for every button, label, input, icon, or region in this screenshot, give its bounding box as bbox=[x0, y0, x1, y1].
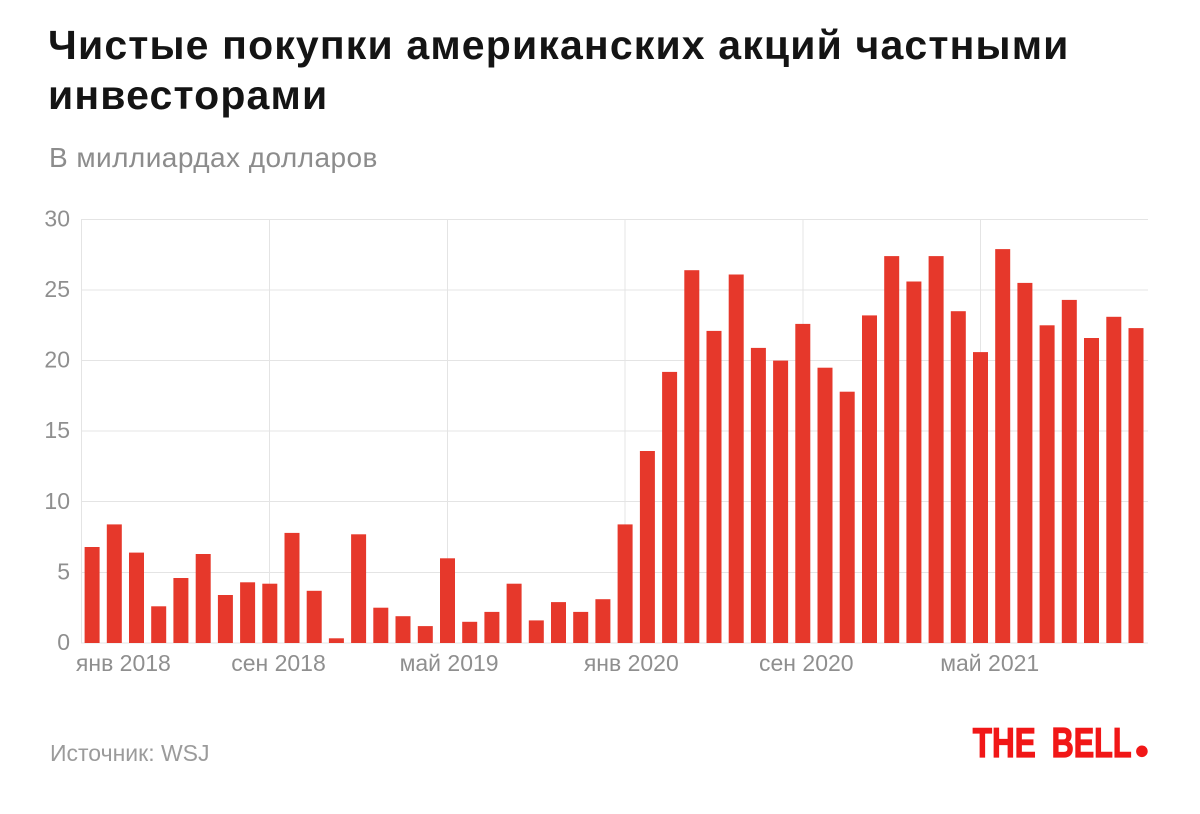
svg-text:THE: THE bbox=[973, 719, 1036, 766]
svg-text:май 2021: май 2021 bbox=[940, 650, 1039, 676]
svg-text:25: 25 bbox=[44, 276, 70, 302]
svg-text:0: 0 bbox=[57, 629, 70, 655]
svg-text:янв 2020: янв 2020 bbox=[584, 650, 679, 676]
svg-text:10: 10 bbox=[44, 488, 70, 514]
svg-text:BELL: BELL bbox=[1052, 719, 1132, 766]
svg-text:15: 15 bbox=[44, 417, 70, 443]
svg-text:сен 2020: сен 2020 bbox=[759, 650, 854, 676]
svg-text:30: 30 bbox=[44, 206, 70, 232]
svg-text:5: 5 bbox=[57, 559, 70, 585]
svg-text:сен 2018: сен 2018 bbox=[231, 650, 326, 676]
svg-text:май 2019: май 2019 bbox=[400, 650, 499, 676]
svg-text:янв 2018: янв 2018 bbox=[76, 650, 171, 676]
svg-text:20: 20 bbox=[44, 347, 70, 373]
